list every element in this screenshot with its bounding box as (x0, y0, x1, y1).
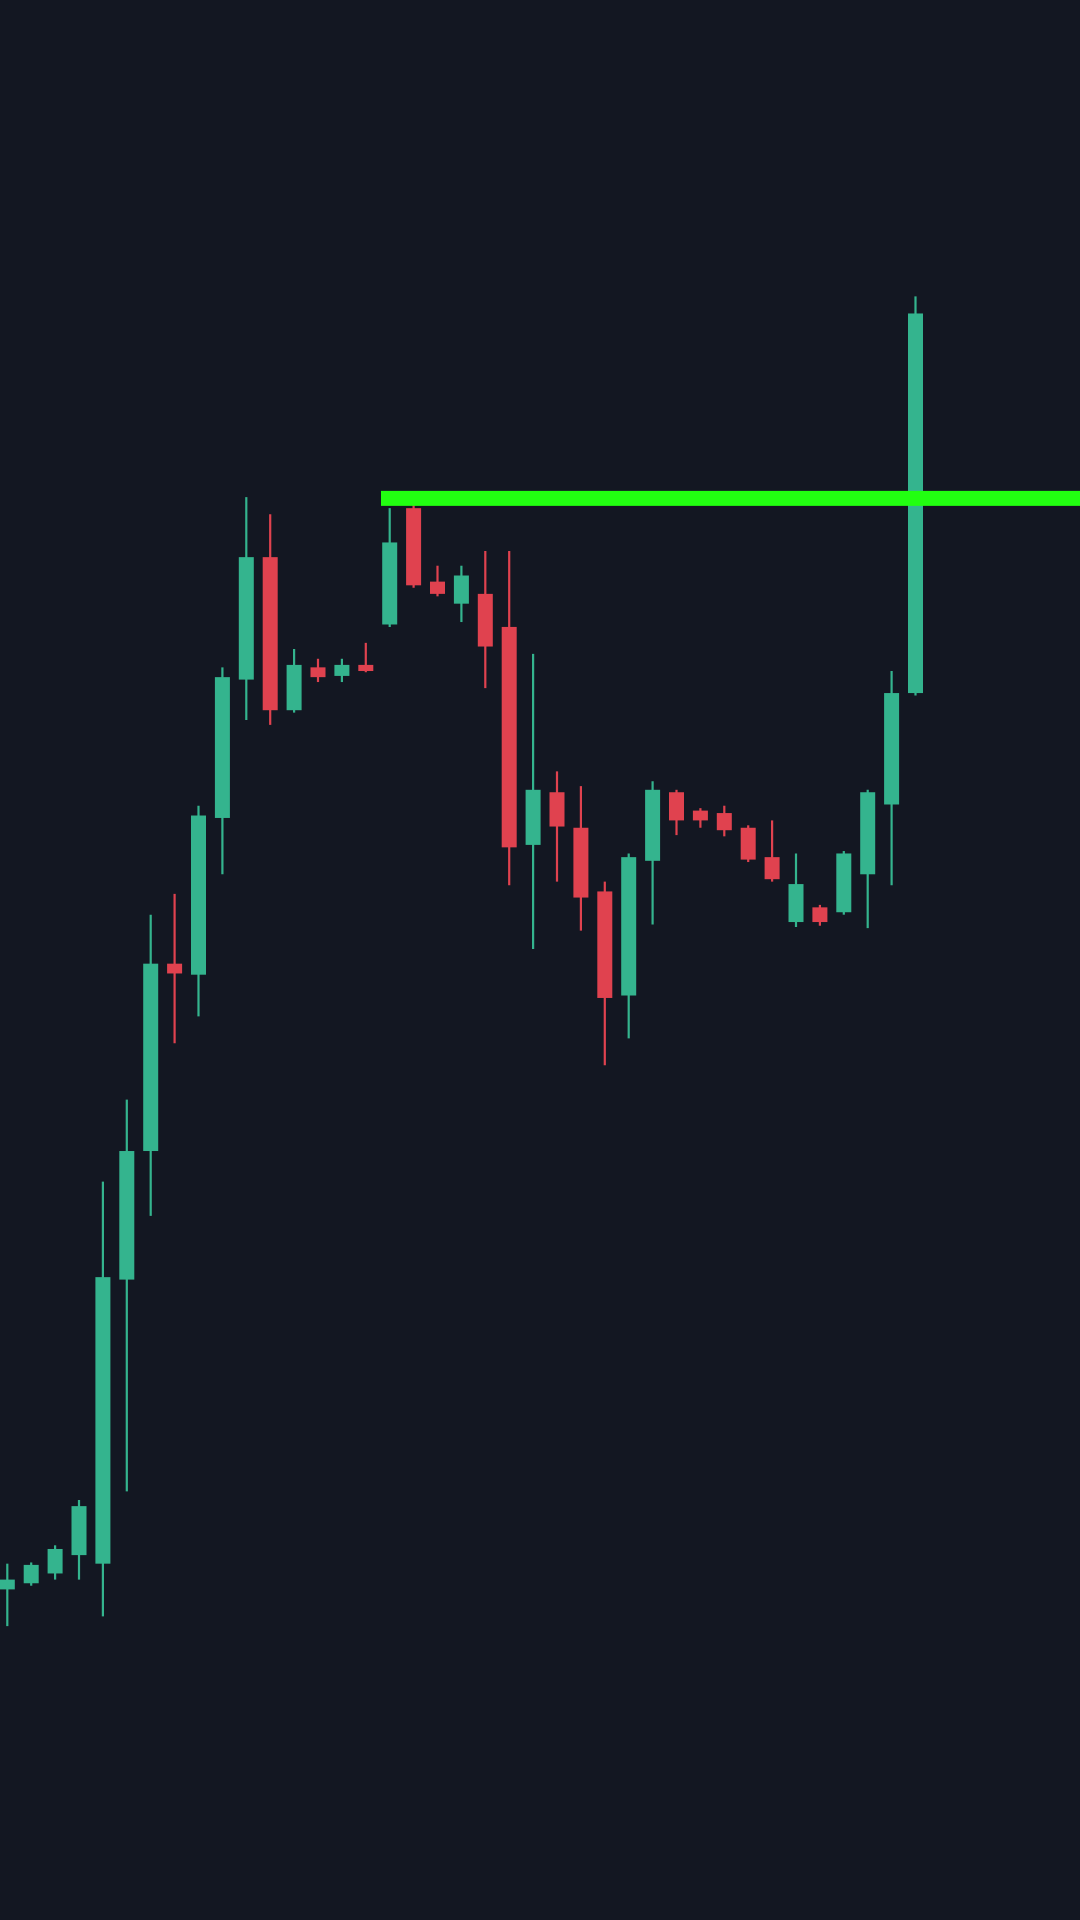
candle-body (884, 693, 900, 805)
candle-body (788, 884, 804, 923)
candle-body (453, 575, 469, 604)
candle-body (430, 581, 445, 594)
candle-body (645, 789, 661, 861)
candle-body (214, 677, 230, 818)
candle-body (525, 789, 541, 845)
candle-body (836, 853, 852, 913)
candle-body (358, 664, 374, 672)
candle-body (71, 1506, 87, 1556)
candle-body (382, 542, 398, 625)
candle-body (669, 792, 684, 821)
candle-body (334, 664, 350, 676)
candle-body (621, 857, 637, 996)
candle-body (692, 810, 708, 821)
candle-body (286, 664, 302, 711)
candle-body (262, 557, 278, 711)
candle-body (167, 963, 183, 974)
candle-body (740, 827, 756, 860)
candle-body (716, 813, 732, 831)
candle-body (95, 1277, 111, 1564)
candle-body (597, 891, 613, 998)
candle-body (47, 1548, 63, 1574)
candle-body (143, 963, 159, 1152)
candle-body (191, 815, 206, 975)
candle-body (119, 1151, 135, 1280)
candle-body (238, 557, 254, 680)
candle-body (310, 667, 326, 678)
candle-body (573, 827, 589, 898)
candle-body (0, 1579, 15, 1590)
candle-body (406, 508, 422, 586)
candle-body (23, 1564, 39, 1584)
candle-body (860, 792, 876, 875)
candle-body (549, 792, 565, 827)
candle-body (501, 626, 517, 848)
candle-body (477, 593, 493, 647)
candle-body (812, 907, 828, 923)
candle-body (764, 857, 780, 880)
